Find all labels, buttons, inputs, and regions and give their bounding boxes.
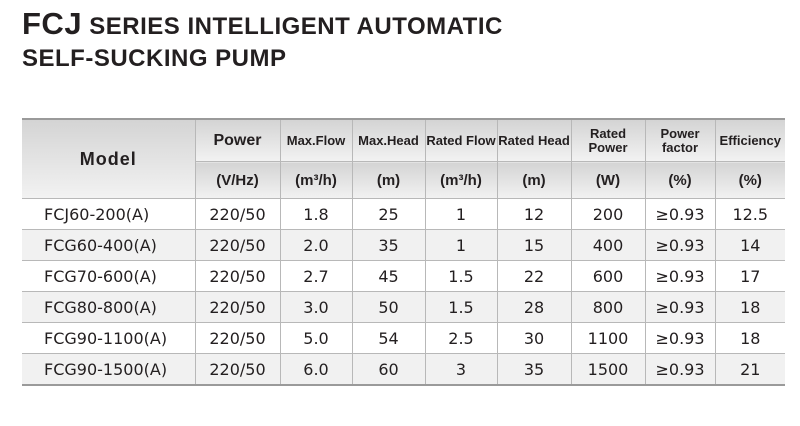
table-cell: 3 bbox=[424, 353, 498, 386]
header-unit: (m³/h) bbox=[279, 161, 353, 199]
table-row: FCG70-600(A) 220/50 2.7 45 1.5 22 600 ≥0.93 17 bbox=[22, 260, 785, 292]
table-cell: 25 bbox=[351, 198, 426, 230]
table-cell: 3.0 bbox=[279, 291, 353, 323]
table-cell: ≥0.93 bbox=[644, 198, 716, 230]
header-unit: (m) bbox=[351, 161, 426, 199]
table-cell: 400 bbox=[570, 229, 646, 261]
table-cell: 220/50 bbox=[194, 291, 281, 323]
table-cell: 1100 bbox=[570, 322, 646, 354]
table-cell: ≥0.93 bbox=[644, 260, 716, 292]
table-cell: 800 bbox=[570, 291, 646, 323]
header-cell: Power factor bbox=[644, 118, 716, 162]
header-cell: Power bbox=[194, 118, 281, 162]
table-cell: 54 bbox=[351, 322, 426, 354]
table-cell: ≥0.93 bbox=[644, 291, 716, 323]
table-cell: 15 bbox=[496, 229, 572, 261]
header-cell: Rated Head bbox=[496, 118, 572, 162]
table-cell: FCJ60-200(A) bbox=[22, 198, 196, 230]
table-row: FCG80-800(A) 220/50 3.0 50 1.5 28 800 ≥0.93 18 bbox=[22, 291, 785, 323]
header-unit: (%) bbox=[644, 161, 716, 199]
title-brand: FCJ bbox=[22, 6, 83, 41]
table-cell: 5.0 bbox=[279, 322, 353, 354]
header-unit: (V/Hz) bbox=[195, 161, 281, 199]
table-cell: 1 bbox=[424, 198, 498, 230]
title-line: SELF-SUCKING PUMP bbox=[22, 45, 287, 72]
header-cell: Efficiency bbox=[714, 118, 785, 162]
header-unit: (%) bbox=[714, 161, 785, 199]
table-row: FCG90-1500(A) 220/50 6.0 60 3 35 1500 ≥0.93 21 bbox=[22, 353, 785, 386]
table-cell: 28 bbox=[496, 291, 572, 323]
table-cell: 1.5 bbox=[424, 260, 498, 292]
header-cell: Max.Flow bbox=[279, 118, 353, 162]
header-cell: Model bbox=[22, 118, 196, 199]
table-row: FCG60-400(A) 220/50 2.0 35 1 15 400 ≥0.93 14 bbox=[22, 229, 785, 261]
table-cell: 18 bbox=[714, 291, 785, 323]
table-cell: 21 bbox=[714, 353, 785, 386]
header-row: Model Power Max.Flow Max.Head Rated Flow Rate… bbox=[22, 118, 785, 199]
table-cell: 50 bbox=[351, 291, 426, 323]
table-cell: FCG80-800(A) bbox=[22, 291, 196, 323]
header-cell: Rated Power bbox=[570, 118, 646, 162]
table-cell: 220/50 bbox=[194, 260, 281, 292]
table-cell: 2.5 bbox=[424, 322, 498, 354]
table-cell: 600 bbox=[570, 260, 646, 292]
table-cell: 45 bbox=[351, 260, 426, 292]
table-cell: 220/50 bbox=[194, 198, 281, 230]
table-cell: FCG60-400(A) bbox=[22, 229, 196, 261]
title-text: SERIES INTELLIGENT AUTOMATIC bbox=[89, 13, 503, 40]
table-cell: 12 bbox=[496, 198, 572, 230]
table-cell: 17 bbox=[714, 260, 785, 292]
title-line: FCJ SERIES INTELLIGENT AUTOMATIC bbox=[22, 6, 503, 42]
header-cell: Max.Head bbox=[351, 118, 426, 162]
table-cell: 12.5 bbox=[714, 198, 785, 230]
table-cell: 1 bbox=[424, 229, 498, 261]
table-cell: 1.5 bbox=[424, 291, 498, 323]
table-cell: 1.8 bbox=[279, 198, 353, 230]
table-cell: 2.7 bbox=[279, 260, 353, 292]
table-cell: 200 bbox=[570, 198, 646, 230]
table-body: FCJ60-200(A) 220/50 1.8 25 1 12 200 ≥0.93 12.5 FC… bbox=[22, 198, 785, 386]
header-cell: Rated Flow bbox=[424, 118, 498, 162]
table-cell: 2.0 bbox=[279, 229, 353, 261]
table-cell: FCG90-1100(A) bbox=[22, 322, 196, 354]
table-cell: 1500 bbox=[570, 353, 646, 386]
table-cell: FCG90-1500(A) bbox=[22, 353, 196, 386]
spec-table: Model Power Max.Flow Max.Head Rated Flow Rate… bbox=[22, 118, 785, 386]
header-unit: (W) bbox=[570, 161, 646, 199]
table-cell: ≥0.93 bbox=[644, 353, 716, 386]
header-unit: (m³/h) bbox=[424, 161, 498, 199]
table-cell: ≥0.93 bbox=[644, 229, 716, 261]
table-cell: 14 bbox=[714, 229, 785, 261]
table-cell: 6.0 bbox=[279, 353, 353, 386]
table-row: FCJ60-200(A) 220/50 1.8 25 1 12 200 ≥0.93 12.5 bbox=[22, 198, 785, 230]
table-row: FCG90-1100(A) 220/50 5.0 54 2.5 30 1100 ≥0.93 18 bbox=[22, 322, 785, 354]
table-cell: 60 bbox=[351, 353, 426, 386]
header-unit: (m) bbox=[496, 161, 572, 199]
table-cell: 35 bbox=[496, 353, 572, 386]
table-cell: 220/50 bbox=[194, 322, 281, 354]
table-cell: 30 bbox=[496, 322, 572, 354]
table-cell: 22 bbox=[496, 260, 572, 292]
table-cell: ≥0.93 bbox=[644, 322, 716, 354]
table-cell: 220/50 bbox=[194, 353, 281, 386]
table-cell: 220/50 bbox=[194, 229, 281, 261]
table-cell: 18 bbox=[714, 322, 785, 354]
table-cell: FCG70-600(A) bbox=[22, 260, 196, 292]
table-cell: 35 bbox=[351, 229, 426, 261]
